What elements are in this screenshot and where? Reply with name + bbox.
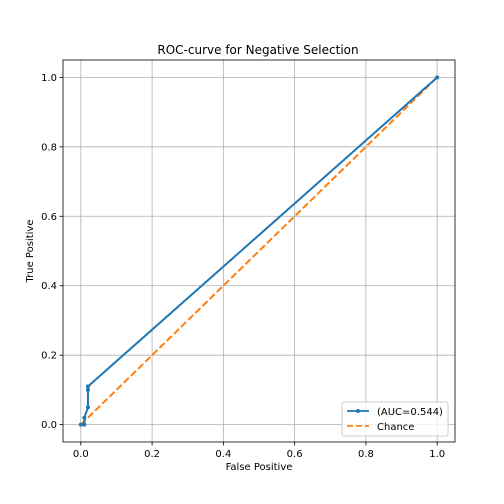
y-axis-label: True Positive <box>25 220 36 284</box>
y-tick-label: 1.0 <box>41 73 57 84</box>
legend-label-chance: Chance <box>377 422 414 433</box>
roc-point <box>78 422 83 427</box>
chance-line <box>80 76 438 426</box>
y-tick-label: 0.8 <box>41 142 57 153</box>
ticks: 0.0 0.2 0.4 0.6 0.8 1.0 0.0 0.2 0.4 0.6 0.8 1.0 <box>41 73 445 460</box>
x-axis-label: False Positive <box>226 462 293 473</box>
y-tick-label: 0.4 <box>41 281 57 292</box>
chart-title: ROC-curve for Negative Selection <box>157 43 358 57</box>
legend-label-roc: (AUC=0.544) <box>377 407 443 418</box>
y-tick-label: 0.0 <box>41 420 57 431</box>
legend: (AUC=0.544) Chance <box>341 401 449 437</box>
x-tick-label: 0.2 <box>144 449 160 460</box>
x-tick-label: 0.0 <box>73 449 89 460</box>
roc-point <box>85 405 90 410</box>
y-tick-label: 0.6 <box>41 212 57 223</box>
roc-point <box>82 415 87 420</box>
y-tick-label: 0.2 <box>41 351 57 362</box>
roc-point <box>82 422 87 427</box>
x-tick-label: 1.0 <box>429 449 445 460</box>
x-tick-label: 0.4 <box>215 449 231 460</box>
x-tick-label: 0.6 <box>287 449 303 460</box>
grid <box>63 60 455 442</box>
series <box>78 75 440 427</box>
legend-marker-roc <box>356 409 360 413</box>
roc-point <box>435 75 440 80</box>
x-tick-label: 0.8 <box>358 449 374 460</box>
plot-frame <box>62 59 456 443</box>
roc-point <box>85 384 90 389</box>
roc-point <box>85 387 90 392</box>
